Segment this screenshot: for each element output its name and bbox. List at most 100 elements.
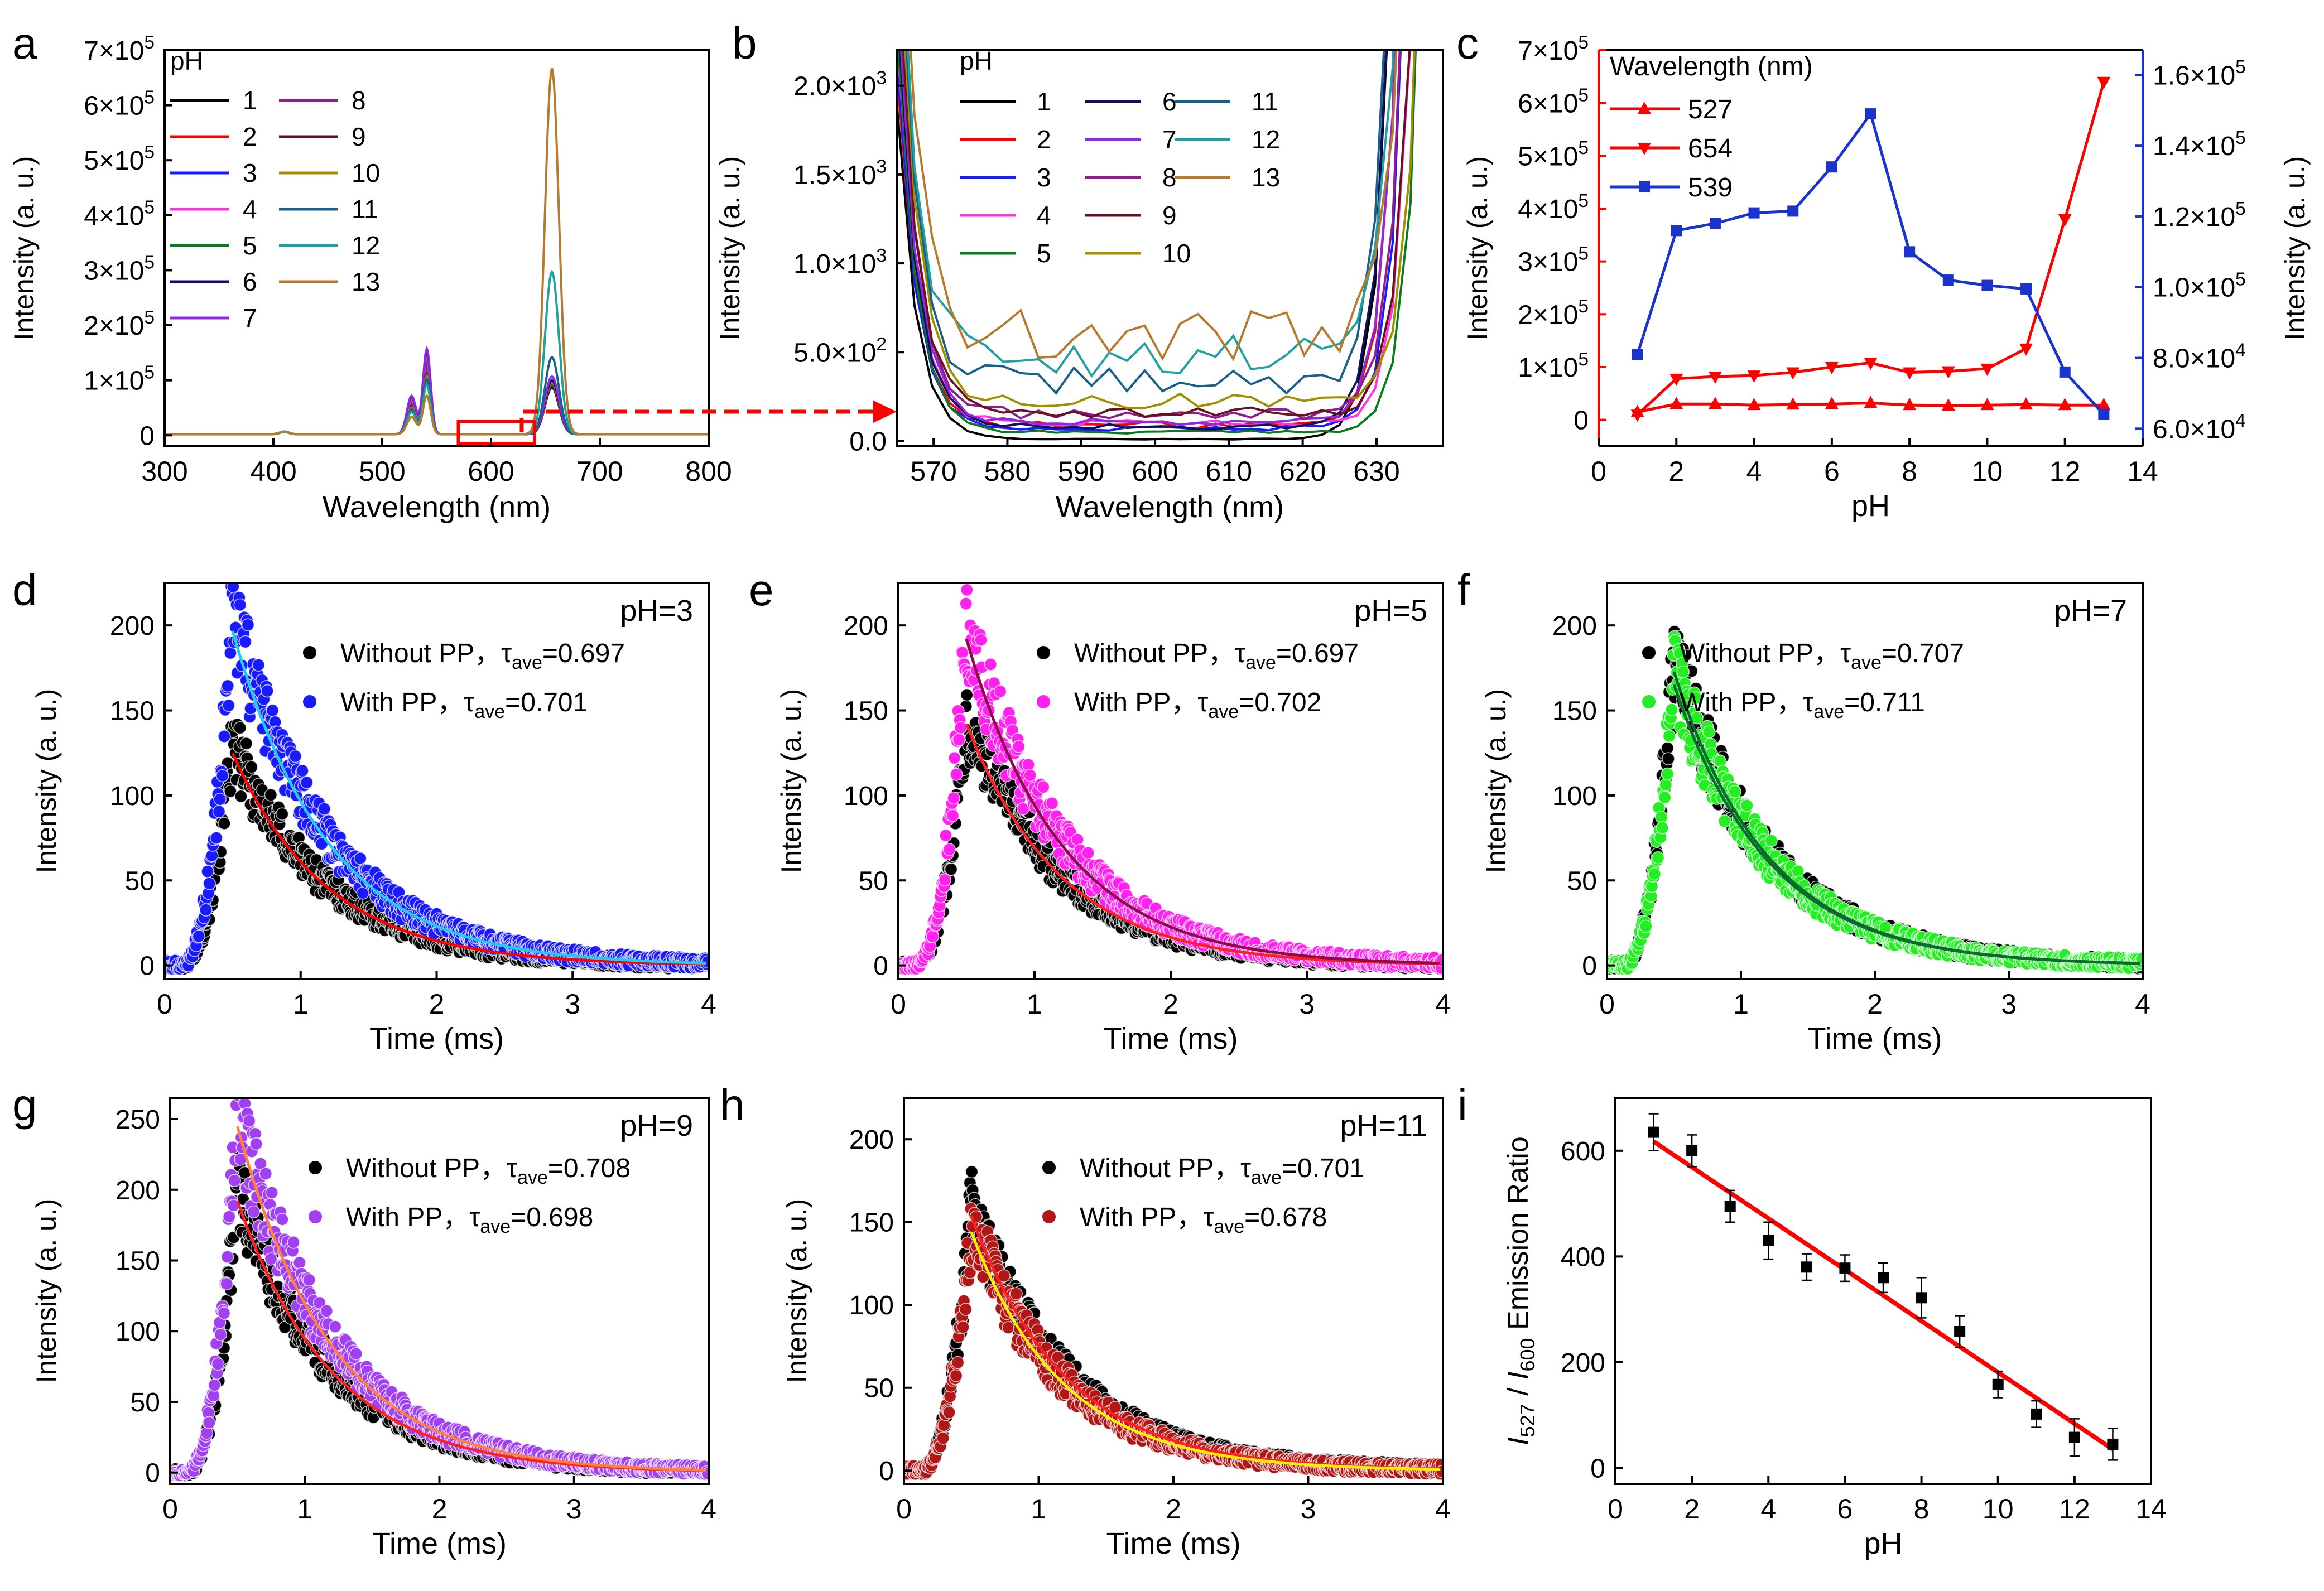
marker-539 (1865, 108, 1876, 120)
ph-annotation: pH=3 (620, 594, 693, 628)
marker-527 (1786, 397, 1800, 410)
y-left-tick-label: 0 (1574, 406, 1589, 436)
data-point (974, 633, 988, 647)
fit-curve-without-pp (965, 723, 1441, 966)
data-point (211, 1357, 225, 1371)
panel-label: f (1457, 565, 1470, 615)
x-axis-label: Wavelength (nm) (1056, 490, 1284, 524)
zoom-line-ph-9 (902, 50, 1411, 418)
data-point (266, 703, 280, 717)
x-axis-label: pH (1851, 489, 1890, 523)
data-point (241, 618, 255, 631)
data-point (302, 1273, 316, 1287)
legend-marker-539 (1639, 181, 1650, 192)
y-tick-label: 0 (1582, 952, 1597, 981)
legend-label-ph-7: 7 (243, 303, 257, 332)
legend-label-ph-11: 11 (352, 195, 378, 224)
data-point (228, 1174, 242, 1187)
y-left-tick-label: 6×105 (1518, 85, 1589, 119)
data-group (898, 583, 1443, 976)
legend-marker-without-pp (1036, 645, 1051, 660)
data-point (201, 865, 214, 878)
panel-label: c (1456, 18, 1479, 68)
y-tick-label: 100 (844, 782, 888, 811)
data-group (165, 583, 709, 976)
marker-539 (1981, 279, 1993, 291)
data-point (221, 679, 235, 693)
y-tick-label: 100 (1552, 782, 1597, 811)
data-point (287, 1236, 300, 1249)
x-tick-label: 8 (1902, 456, 1917, 487)
x-tick-label: 4 (1435, 989, 1451, 1020)
data-point (213, 793, 227, 806)
y-left-tick-label: 7×105 (1518, 32, 1589, 66)
zoom-line-ph-12 (907, 50, 1394, 378)
spectrum-line-ph-10 (165, 374, 709, 436)
y-tick-label: 2×105 (84, 307, 155, 341)
data-point (203, 877, 216, 890)
y-tick-label: 5.0×102 (793, 334, 887, 368)
x-tick-label: 2 (1867, 989, 1883, 1020)
data-point (300, 775, 314, 789)
data-point (947, 751, 961, 765)
x-tick-label: 14 (2127, 456, 2158, 487)
data-point (1662, 729, 1676, 743)
legend-label-ph-3: 3 (1037, 163, 1051, 192)
marker-654 (2097, 76, 2111, 89)
fit-curve-with-pp (965, 638, 1441, 965)
legend-marker-527 (1638, 102, 1651, 114)
y-tick-label: 7×105 (84, 32, 155, 66)
legend-label-654: 654 (1688, 134, 1733, 163)
ph-annotation: pH=5 (1354, 594, 1427, 628)
legend-label-without-pp: Without PP，τave=0.707 (1680, 639, 1964, 673)
data-point (320, 1304, 334, 1318)
x-tick-label: 800 (685, 456, 732, 487)
y-left-tick-label: 4×105 (1518, 191, 1589, 224)
data-point (203, 1416, 216, 1429)
legend-label-ph-6: 6 (1162, 87, 1177, 116)
x-tick-label: 300 (141, 456, 187, 487)
marker-527 (1708, 397, 1722, 409)
data-point (353, 852, 367, 865)
x-tick-label: 10 (1972, 456, 2003, 487)
legend-label-539: 539 (1688, 173, 1733, 203)
legend-label-ph-13: 13 (1252, 163, 1280, 192)
x-axis-label: Wavelength (nm) (323, 490, 551, 524)
y-tick-label: 2.0×103 (793, 68, 887, 102)
panel-label: d (12, 565, 37, 615)
x-tick-label: 580 (984, 456, 1031, 487)
x-tick-label: 3 (1299, 989, 1315, 1020)
x-tick-label: 2 (429, 989, 445, 1020)
x-tick-label: 2 (1668, 456, 1684, 487)
zoom-line-ph-1 (897, 50, 1388, 441)
data-point (1651, 851, 1665, 865)
marker-527 (2058, 398, 2072, 411)
panel-label: b (732, 18, 757, 68)
scatter-series-with-pp (1607, 630, 2143, 976)
data-point (265, 1186, 278, 1199)
y-tick-label: 0.0 (849, 427, 887, 456)
data-point (1659, 778, 1673, 792)
marker-539 (2020, 283, 2032, 295)
spectrum-line-ph-4 (165, 355, 709, 436)
data-point (1036, 780, 1050, 794)
marker-527 (2097, 398, 2111, 411)
data-point (1081, 846, 1095, 860)
marker-527 (1903, 398, 1917, 411)
data-point (1662, 752, 1675, 765)
y-tick-label: 150 (844, 697, 888, 726)
marker-654 (1903, 367, 1917, 380)
data-point (218, 730, 231, 743)
legend-label-without-pp: Without PP，τave=0.697 (1074, 639, 1359, 673)
data-point (249, 1137, 263, 1151)
marker-654 (1669, 373, 1683, 386)
data-point (1023, 768, 1037, 782)
data-point (1728, 785, 1741, 798)
data-point (1658, 790, 1672, 804)
